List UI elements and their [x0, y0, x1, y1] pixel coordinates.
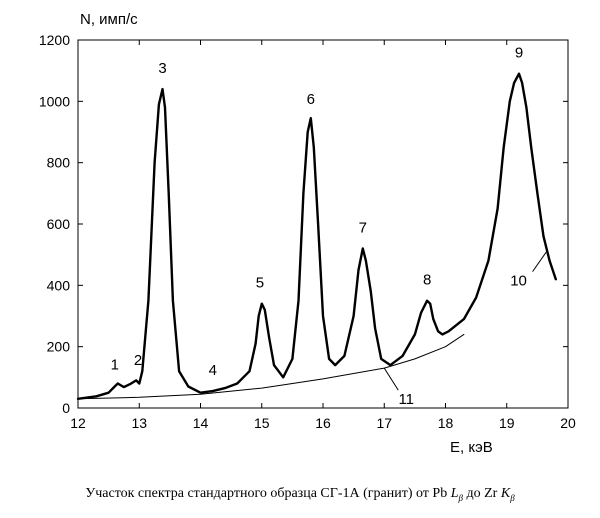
x-tick-label: 20	[560, 415, 576, 431]
x-tick-label: 12	[70, 415, 86, 431]
caption-subscript-2: β	[510, 492, 515, 503]
spectrum-chart: 12 13 14 15 16 17 18 19 20020040060080010001200 …	[39, 11, 576, 456]
y-tick-label: 0	[62, 400, 70, 416]
peak-label-1: 1	[111, 356, 119, 373]
background-line	[77, 333, 465, 400]
figure-caption: Участок спектра стандартного образца СГ-…	[0, 486, 600, 503]
annotation-leader	[532, 251, 547, 272]
caption-symbol-2: K	[500, 486, 511, 501]
x-tick-label: 18	[438, 415, 454, 431]
x-tick-label: 14	[193, 415, 209, 431]
plot-area	[76, 72, 557, 400]
peak-label-3: 3	[158, 60, 166, 77]
peak-labels: 1 2 3 4 5 6 7 8 9 10 11	[111, 45, 547, 408]
y-tick-label: 1000	[39, 93, 70, 109]
x-axis-label: E, кэВ	[450, 439, 493, 456]
x-tick-label: 19	[499, 415, 515, 431]
x-tick-label: 13	[131, 415, 147, 431]
peak-label-7: 7	[359, 220, 367, 237]
caption-middle: до Zr	[463, 486, 501, 501]
annotation-leader	[383, 367, 399, 391]
peak-label-11: 11	[398, 391, 414, 408]
y-tick-label: 800	[47, 155, 71, 171]
x-tick-label: 15	[254, 415, 270, 431]
y-tick-label: 1200	[39, 32, 70, 48]
peak-label-2: 2	[134, 352, 142, 369]
y-tick-label: 400	[47, 277, 71, 293]
peak-label-10: 10	[510, 273, 527, 290]
spectrum-line	[76, 72, 557, 400]
peak-label-9: 9	[515, 45, 523, 62]
caption-symbol-1: L	[450, 486, 459, 501]
x-tick-label: 17	[376, 415, 392, 431]
x-tick-label: 16	[315, 415, 331, 431]
peak-label-6: 6	[307, 91, 315, 108]
caption-subscript-1: β	[458, 492, 463, 503]
peak-label-8: 8	[423, 272, 431, 289]
peak-label-4: 4	[209, 362, 217, 379]
y-tick-label: 600	[47, 216, 71, 232]
peak-label-5: 5	[256, 275, 264, 292]
y-tick-label: 200	[47, 339, 71, 355]
y-axis-label: N, имп/с	[80, 11, 138, 28]
caption-prefix: Участок спектра стандартного образца СГ-…	[85, 486, 451, 501]
